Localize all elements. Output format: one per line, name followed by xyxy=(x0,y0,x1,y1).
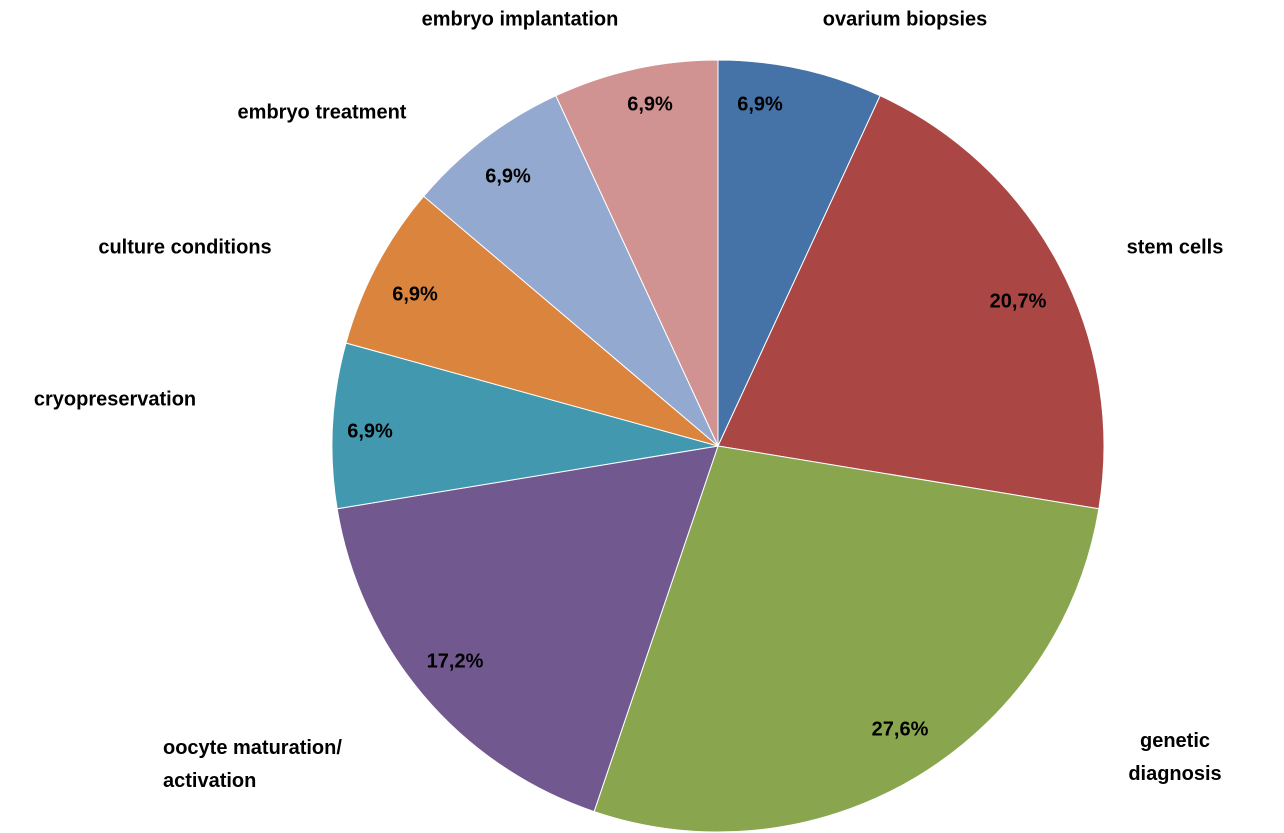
pie-slice xyxy=(593,445,1100,833)
category-label: culture conditions xyxy=(98,236,272,259)
category-label: stem cells xyxy=(1126,236,1224,259)
pie-slice xyxy=(336,445,719,813)
value-label: 6,9% xyxy=(627,93,673,116)
value-label: 6,9% xyxy=(737,93,783,116)
value-label: 6,9% xyxy=(392,283,438,306)
category-label: embryo treatment xyxy=(237,101,407,124)
category-label: cryopreservation xyxy=(33,388,197,411)
category-label: ovarium biopsies xyxy=(822,8,988,31)
pie-slice xyxy=(331,342,719,510)
pie-slice xyxy=(422,95,719,447)
value-label: 27,6% xyxy=(871,718,929,741)
value-label: 20,7% xyxy=(989,290,1047,313)
value-label: 6,9% xyxy=(485,165,531,188)
pie-slice xyxy=(345,195,719,447)
pie-slice xyxy=(555,59,719,447)
value-label: 17,2% xyxy=(426,650,484,673)
pie-slice xyxy=(717,95,1105,510)
category-label: embryo implantation xyxy=(421,8,619,31)
category-label: oocyte maturation/ activation xyxy=(163,737,342,792)
category-label: genetic diagnosis xyxy=(1128,730,1222,785)
pie-slice xyxy=(717,59,881,447)
value-label: 6,9% xyxy=(347,420,393,443)
